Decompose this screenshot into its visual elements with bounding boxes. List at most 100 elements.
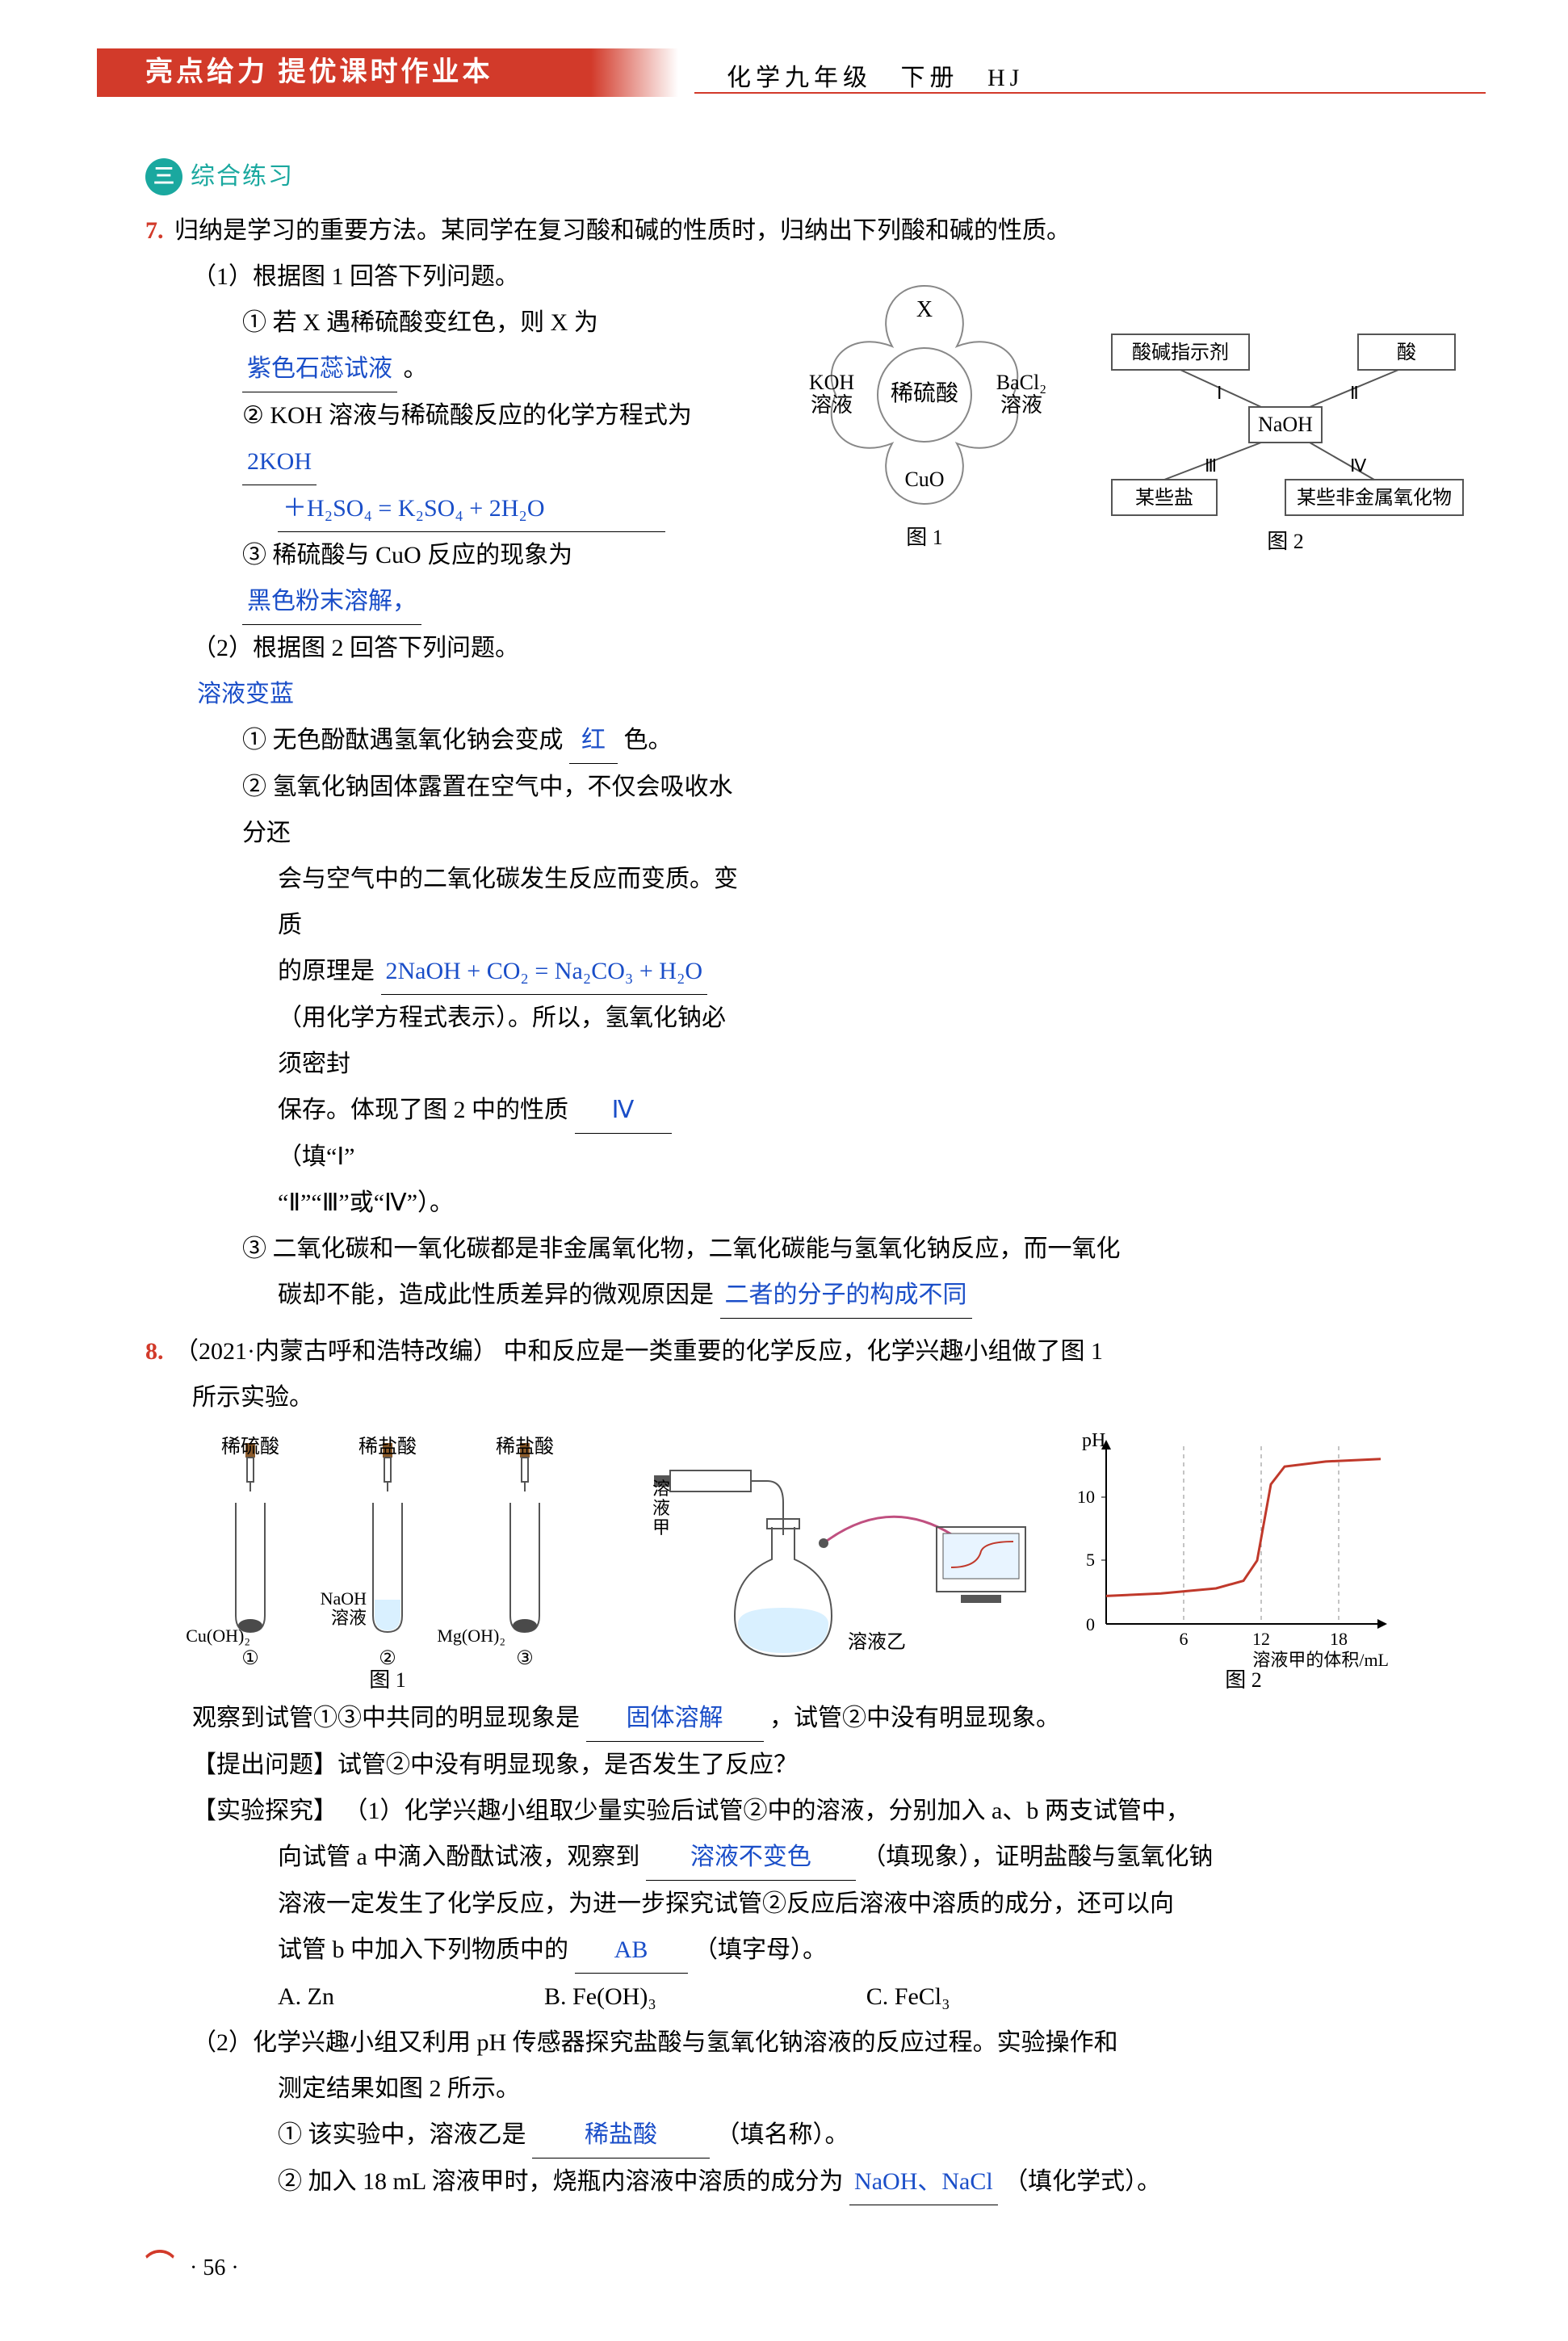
fig2-caption: 图 2 <box>1267 530 1304 553</box>
syringe-label-3: 甲 <box>652 1517 670 1538</box>
badge-number: 三 <box>145 158 182 195</box>
volume: 下册 <box>901 65 959 91</box>
q7-1-2-ans2: ＋H₂SO₄ = K₂SO₄ + 2H₂O <box>283 495 545 522</box>
xtick-6: 6 <box>1180 1629 1189 1649</box>
fig2-r4: Ⅳ <box>1350 455 1367 476</box>
xtick-12: 12 <box>1252 1629 1270 1649</box>
t2-mid2: 溶液 <box>331 1608 367 1628</box>
fig2-r3: Ⅲ <box>1205 455 1217 476</box>
q8-p1-b: 向试管 a 中滴入酚酞试液，观察到 <box>278 1844 639 1870</box>
q8-fig2-caption: 图 2 <box>1225 1668 1262 1689</box>
q7-2-3-a: ③ 二氧化碳和一氧化碳都是非金属氧化物，二氧化碳能与氢氧化钠反应，而一氧化 <box>145 1226 1471 1272</box>
ytick-0: 0 <box>1086 1614 1095 1634</box>
q7-2-3-ans: 二者的分子的构成不同 <box>725 1282 967 1308</box>
q7-1-1-pre: ① 若 X 遇稀硫酸变红色，则 X 为 <box>242 309 598 336</box>
opt-c: C. FeCl₃ <box>866 1974 950 2020</box>
syringe-label-1: 溶 <box>652 1479 670 1499</box>
q8-p1-ans1: 溶液不变色 <box>690 1844 811 1870</box>
q8-exp-head: 【实验探究】 <box>192 1798 337 1824</box>
t3-num: ③ <box>516 1648 534 1669</box>
q8-p2-i1-pre: ① 该实验中，溶液乙是 <box>278 2121 526 2148</box>
fig2-r1: Ⅰ <box>1217 383 1222 403</box>
q7-1-2-ans1: 2KOH <box>247 448 312 475</box>
fig1-left-a: KOH <box>808 371 854 394</box>
q8-p1-f: （填字母）。 <box>694 1936 827 1963</box>
xtick-18: 18 <box>1330 1629 1348 1649</box>
opt-a: A. Zn <box>278 1974 334 2020</box>
q7-1-2-pre: ② KOH 溶液与稀硫酸反应的化学方程式为 <box>242 402 692 429</box>
q7-stem: 归纳是学习的重要方法。某同学在复习酸和碱的性质时，归纳出下列酸和碱的性质。 <box>174 217 1071 244</box>
fig1-left-b: 溶液 <box>810 393 852 417</box>
q8-p2-b: 测定结果如图 2 所示。 <box>145 2066 1471 2112</box>
question-7: 7. 归纳是学习的重要方法。某同学在复习酸和碱的性质时，归纳出下列酸和碱的性质。… <box>145 208 1471 1319</box>
q8-p2-i2-ans: NaOH、NaCl <box>854 2168 993 2195</box>
t1-bot: Cu(OH)₂ <box>186 1626 250 1646</box>
fig2-bl: 某些盐 <box>1135 487 1193 509</box>
opt-b: B. Fe(OH)₃ <box>544 1974 656 2020</box>
q8-figure-2-chart: pH 10 5 0 6 12 18 溶液甲的体积/mL 图 2 <box>1050 1430 1405 1689</box>
fig2-br: 某些非金属氧化物 <box>1297 487 1452 509</box>
fig1-caption: 图 1 <box>906 526 943 549</box>
q8-stem2: 所示实验。 <box>145 1374 1471 1420</box>
syringe-label-2: 液 <box>652 1498 670 1518</box>
q8-p2-i2-pre: ② 加入 18 mL 溶液甲时，烧瓶内溶液中溶质的成分为 <box>278 2168 844 2195</box>
q8-number: 8. <box>145 1338 164 1365</box>
fig2-tr: 酸 <box>1397 342 1416 363</box>
flask-label: 溶液乙 <box>848 1631 906 1653</box>
q8-p2-i1-post: （填名称）。 <box>716 2121 849 2148</box>
q7-2-1-pre: ① 无色酚酞遇氢氧化钠会变成 <box>242 727 564 753</box>
q8-apparatus: 溶 液 甲 溶液乙 <box>614 1446 1050 1689</box>
q7-2-2-e: 保存。体现了图 2 中的性质 <box>278 1097 568 1123</box>
t3-bot: Mg(OH)₂ <box>437 1626 505 1646</box>
t2-mid: NaOH <box>321 1588 367 1609</box>
fig2-r2: Ⅱ <box>1350 383 1359 403</box>
fig1-bottom: CuO <box>904 468 944 491</box>
q7-2-2-b: 会与空气中的二氧化碳发生反应而变质。变质 <box>145 856 739 948</box>
header-rule <box>694 92 1486 94</box>
ytick-10: 10 <box>1077 1487 1095 1507</box>
page-header: 亮点给力 提优课时作业本 化学九年级 下册 HJ <box>145 48 1471 113</box>
t2-num: ② <box>379 1648 396 1669</box>
q7-p2-head: （2）根据图 2 回答下列问题。 <box>192 635 519 661</box>
q7-2-1-post: 色。 <box>624 727 673 753</box>
t2-top: 稀盐酸 <box>358 1436 417 1458</box>
q7-figure-1: 稀硫酸 X KOH 溶液 BaCl₂ 溶液 CuO 图 1 <box>755 254 1094 560</box>
q8-obs-ans: 固体溶解 <box>627 1705 723 1731</box>
fig1-center: 稀硫酸 <box>890 380 958 406</box>
q8-p1-ans2: AB <box>614 1936 648 1963</box>
header-sub: 化学九年级 下册 HJ <box>727 55 1024 101</box>
q8-src: （2021·内蒙古呼和浩特改编） <box>174 1338 497 1365</box>
q7-2-2-a: ② 氢氧化钠固体露置在空气中，不仅会吸收水分还 <box>145 764 739 856</box>
fig2-tl: 酸碱指示剂 <box>1132 342 1229 363</box>
q7-1-3-ans2: 溶液变蓝 <box>197 681 294 707</box>
t1-num: ① <box>241 1648 259 1669</box>
series: HJ <box>987 65 1024 91</box>
subject: 化学九年级 <box>727 65 872 91</box>
q7-number: 7. <box>145 217 164 244</box>
q8-obs-post: ，试管②中没有明显现象。 <box>769 1705 1060 1731</box>
q7-1-1-post: 。 <box>404 355 428 382</box>
q8-p2-i1-ans: 稀盐酸 <box>585 2121 657 2148</box>
chart-ylabel: pH <box>1082 1430 1105 1451</box>
q7-2-3-b: 碳却不能，造成此性质差异的微观原因是 <box>278 1282 714 1308</box>
q7-p1-head: （1）根据图 1 回答下列问题。 <box>145 254 739 300</box>
q8-p1-a: （1）化学兴趣小组取少量实验后试管②中的溶液，分别加入 a、b 两支试管中， <box>344 1798 1190 1824</box>
q7-1-3-pre: ③ 稀硫酸与 CuO 反应的现象为 <box>242 542 572 568</box>
ytick-5: 5 <box>1086 1550 1095 1570</box>
fig2-center: NaOH <box>1258 413 1313 436</box>
q7-2-2-d: （用化学方程式表示）。所以，氢氧化钠必须密封 <box>145 995 739 1087</box>
q7-2-1-ans: 红 <box>581 727 606 753</box>
fig1-right-b: 溶液 <box>1000 393 1042 417</box>
t3-top: 稀盐酸 <box>496 1436 554 1458</box>
q8-ask: 【提出问题】试管②中没有明显现象，是否发生了反应？ <box>145 1742 1471 1788</box>
q8-p2-i2-post: （填化学式）。 <box>1004 2168 1161 2195</box>
section-badge: 三 综合练习 <box>145 153 294 199</box>
q8-p1-d: 溶液一定发生了化学反应，为进一步探究试管②反应后溶液中溶质的成分，还可以向 <box>145 1881 1471 1927</box>
q8-figure-1: 稀硫酸 Cu(OH)₂ ① 稀盐酸 NaOH 溶液 ② 稀盐酸 Mg(OH)₂ … <box>178 1430 614 1689</box>
brand-bar: 亮点给力 提优课时作业本 <box>97 48 678 97</box>
brand-text: 亮点给力 提优课时作业本 <box>145 47 493 99</box>
question-8: 8. （2021·内蒙古呼和浩特改编） 中和反应是一类重要的化学反应，化学兴趣小… <box>145 1328 1471 2205</box>
q8-stem: 中和反应是一类重要的化学反应，化学兴趣小组做了图 1 <box>504 1338 1104 1365</box>
q7-2-2-g: “Ⅱ”“Ⅲ”或“Ⅳ”）。 <box>145 1180 739 1226</box>
q7-2-2-ans: 2NaOH + CO₂ = Na₂CO₃ + H₂O <box>386 958 703 984</box>
